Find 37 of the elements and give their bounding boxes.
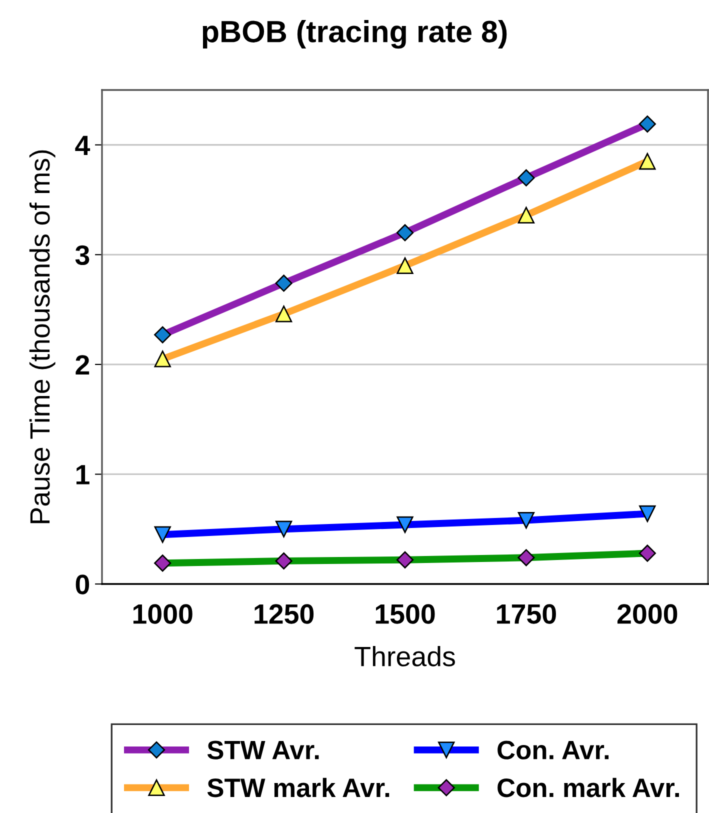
point [154,326,172,344]
legend-label: STW mark Avr. [207,778,390,798]
x-tick-label: 1000 [133,604,192,624]
y-tick-label: 1 [76,465,90,484]
point [396,224,414,242]
point [275,274,292,292]
point [154,526,171,543]
point [518,549,535,566]
legend-label: STW Avr. [207,740,319,760]
x-tick-label: 2000 [617,604,678,624]
point [275,520,292,538]
y-tick-label: 2 [76,355,90,375]
point [154,350,171,368]
point [639,505,656,522]
point [275,306,292,322]
x-tick-label: 1250 [254,604,314,624]
point [154,554,172,572]
x-tick-label: 1750 [497,604,556,624]
point [275,552,292,570]
x-axis-title: Threads [354,646,455,666]
y-tick-label: 0 [76,574,90,594]
point [638,544,656,562]
x-tick-label: 1500 [376,604,435,624]
point [396,551,414,568]
chart-title: pBOB (tracing rate 8) [202,20,507,49]
y-axis-title: Pause Time (thousands of ms) [29,150,56,524]
point [638,115,656,133]
point [518,512,535,529]
point [639,153,656,170]
point [396,257,414,274]
point [518,169,535,186]
legend-label: Con. mark Avr. [498,778,679,798]
point [396,516,414,534]
legend-label: Con. Avr. [498,740,609,760]
point [518,206,535,224]
y-tick-label: 3 [75,245,90,266]
y-tick-label: 4 [75,136,90,155]
